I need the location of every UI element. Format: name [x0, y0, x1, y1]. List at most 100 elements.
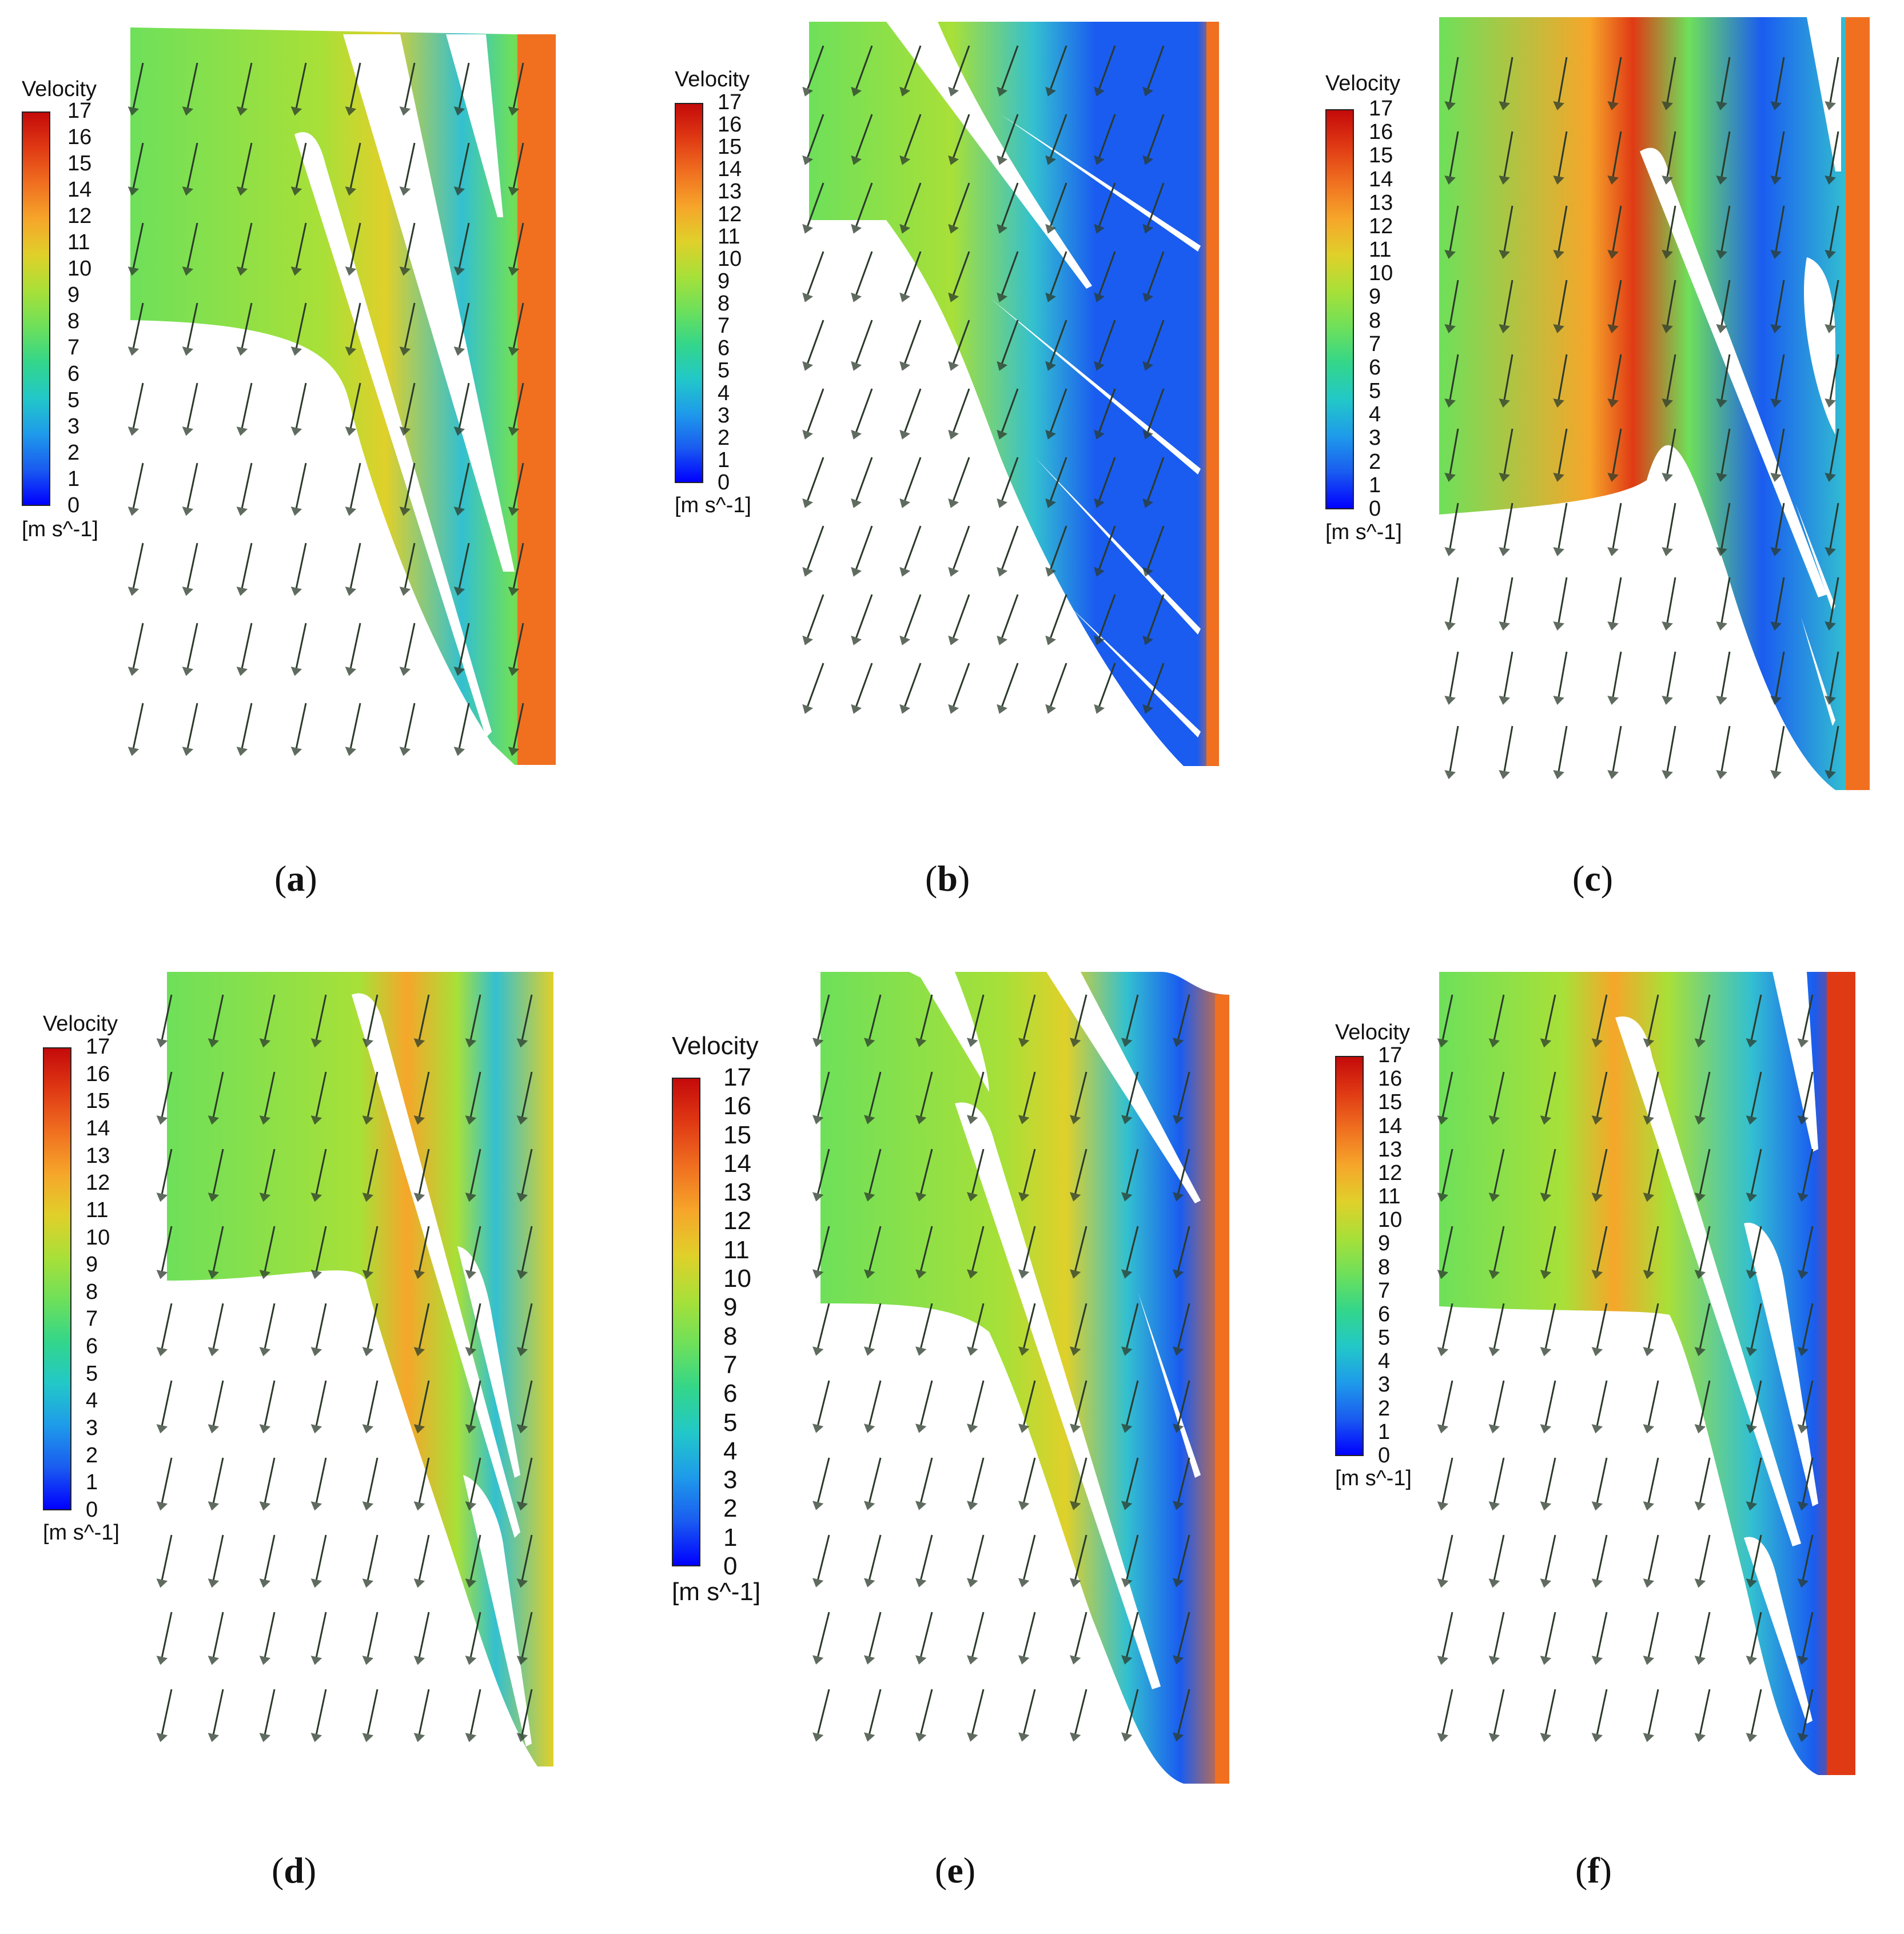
tick-label: 7 [1369, 332, 1381, 356]
velocity-arrow [1094, 182, 1116, 234]
velocity-arrow [1437, 1612, 1453, 1665]
velocity-arrow [1746, 1534, 1762, 1588]
velocity-arrow [948, 594, 970, 645]
velocity-arrow [259, 1612, 276, 1665]
velocity-arrow [516, 1534, 533, 1588]
tick-label: 11 [718, 224, 740, 249]
velocity-arrow [1069, 1071, 1088, 1124]
velocity-arrow [516, 994, 533, 1048]
velocity-arrow [1018, 1612, 1036, 1665]
velocity-arrow [915, 1689, 933, 1742]
velocity-arrow [997, 320, 1019, 371]
tick-label: 1 [67, 467, 80, 491]
velocity-arrow [156, 1226, 173, 1279]
velocity-arrow [128, 302, 144, 356]
velocity-arrow [1643, 1689, 1659, 1742]
velocity-arrow [182, 142, 198, 196]
tick-label: 0 [1378, 1443, 1391, 1468]
velocity-arrow [1437, 1149, 1453, 1202]
velocity-arrow [399, 302, 416, 356]
velocity-arrow [997, 388, 1019, 440]
velocity-arrow [1746, 1303, 1762, 1357]
velocity-arrow [1797, 1689, 1814, 1742]
velocity-arrow [1591, 1612, 1608, 1665]
velocity-arrow [1553, 503, 1568, 556]
velocity-arrow [1591, 1534, 1608, 1588]
velocity-arrow [1770, 725, 1785, 779]
velocity-arrow [236, 462, 253, 516]
velocity-arrow [1746, 1457, 1762, 1511]
velocity-arrow [1142, 663, 1165, 714]
velocity-arrow [399, 142, 416, 196]
velocity-arrow [128, 462, 144, 516]
velocity-arrow [1797, 1226, 1814, 1279]
velocity-arrow [1553, 205, 1568, 259]
velocity-arrow [899, 320, 922, 371]
velocity-arrow [310, 1226, 327, 1279]
velocity-arrow [1488, 1380, 1505, 1434]
velocity-arrow [863, 1457, 882, 1510]
velocity-arrow [290, 382, 307, 436]
velocity-arrow [1488, 1689, 1505, 1742]
velocity-arrow [1797, 994, 1814, 1048]
velocity-arrow [1121, 994, 1139, 1047]
caption-f: (f) [1575, 1850, 1612, 1891]
velocity-arrow [362, 1612, 379, 1665]
velocity-arrow [948, 182, 970, 234]
velocity-arrow [1770, 651, 1785, 705]
velocity-arrow [1499, 725, 1513, 779]
tick-label: 13 [1369, 190, 1393, 215]
tick-label: 2 [718, 425, 730, 450]
velocity-arrow [1488, 994, 1505, 1048]
tick-label: 12 [86, 1171, 110, 1195]
tick-label: 15 [718, 135, 742, 159]
velocity-arrow [465, 1303, 481, 1357]
velocity-arrow [997, 251, 1019, 302]
velocity-arrow [1591, 1303, 1608, 1357]
tick-label: 0 [86, 1498, 98, 1522]
velocity-arrow [1770, 354, 1785, 408]
blades-e [909, 972, 1201, 1689]
velocity-arrow [1488, 1149, 1505, 1202]
tick-label: 8 [67, 309, 80, 333]
velocity-arrow [1142, 594, 1165, 645]
velocity-arrow [997, 457, 1019, 508]
velocity-arrow [851, 525, 873, 577]
tick-label: 15 [1378, 1090, 1403, 1115]
velocity-arrow [1444, 577, 1459, 631]
velocity-arrow [863, 994, 882, 1047]
velocity-arrow [236, 703, 253, 756]
velocity-arrow [516, 1457, 533, 1511]
velocity-arrow [1797, 1303, 1814, 1357]
velocity-arrow [182, 543, 198, 596]
velocity-arrow [465, 1226, 481, 1279]
velocity-arrow [1499, 651, 1513, 705]
velocity-arrow [1045, 388, 1067, 440]
velocity-arrow [259, 994, 276, 1048]
tick-label: 17 [718, 90, 742, 114]
velocity-arrow [1716, 651, 1731, 705]
velocity-arrow [1437, 994, 1453, 1048]
velocity-arrow [1591, 1071, 1608, 1125]
velocity-arrow [413, 1149, 430, 1202]
velocity-arrow [290, 462, 307, 516]
velocity-arrow [1142, 525, 1165, 577]
velocity-arrow [948, 320, 970, 371]
velocity-arrow [966, 1380, 985, 1433]
velocity-arrow [1444, 280, 1459, 333]
velocity-arrow [1591, 1226, 1608, 1279]
velocity-arrow [997, 45, 1019, 97]
velocity-arrow [182, 302, 198, 356]
velocity-arrow [182, 623, 198, 676]
velocity-arrow [1499, 503, 1513, 556]
velocity-arrow [310, 1071, 327, 1125]
velocity-arrow [899, 594, 922, 645]
tick-label: 6 [1369, 355, 1381, 380]
tick-label: 2 [86, 1443, 98, 1468]
velocity-arrow [1643, 1226, 1659, 1279]
velocity-arrow [310, 1380, 327, 1434]
velocity-arrow [863, 1534, 882, 1588]
velocity-arrow [1069, 1380, 1088, 1433]
velocity-field-c [1439, 17, 1870, 790]
velocity-arrow [899, 388, 922, 440]
